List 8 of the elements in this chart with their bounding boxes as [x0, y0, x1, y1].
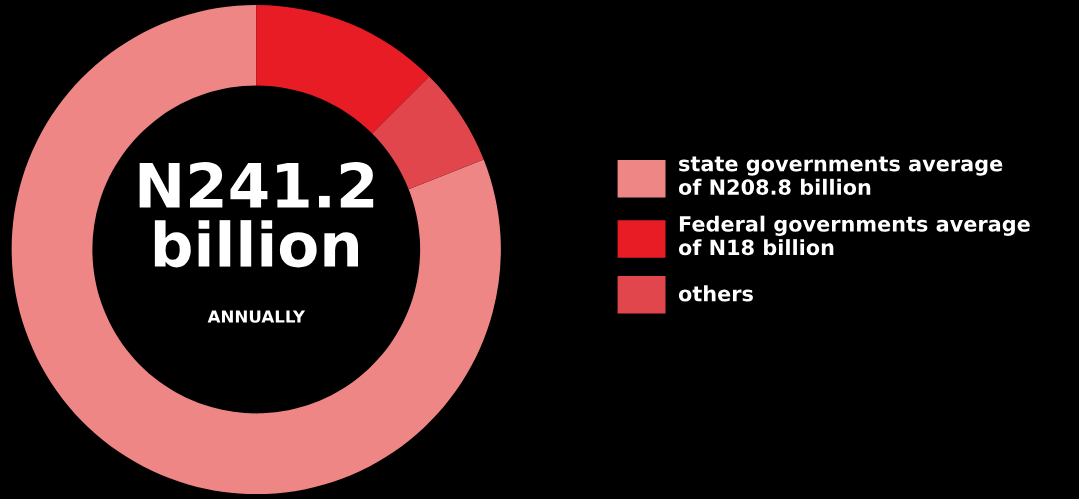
donut-slice [11, 4, 501, 495]
text: ANNUALLY [207, 310, 306, 323]
donut-slice [256, 4, 430, 134]
legend-label: state governments average of N208.8 billion [678, 156, 1003, 195]
legend-label: others [678, 285, 753, 302]
donut-slice [372, 76, 484, 190]
text: N241.2 billion [139, 162, 374, 268]
legend-label: Federal governments average of N18 billion [678, 215, 1030, 256]
